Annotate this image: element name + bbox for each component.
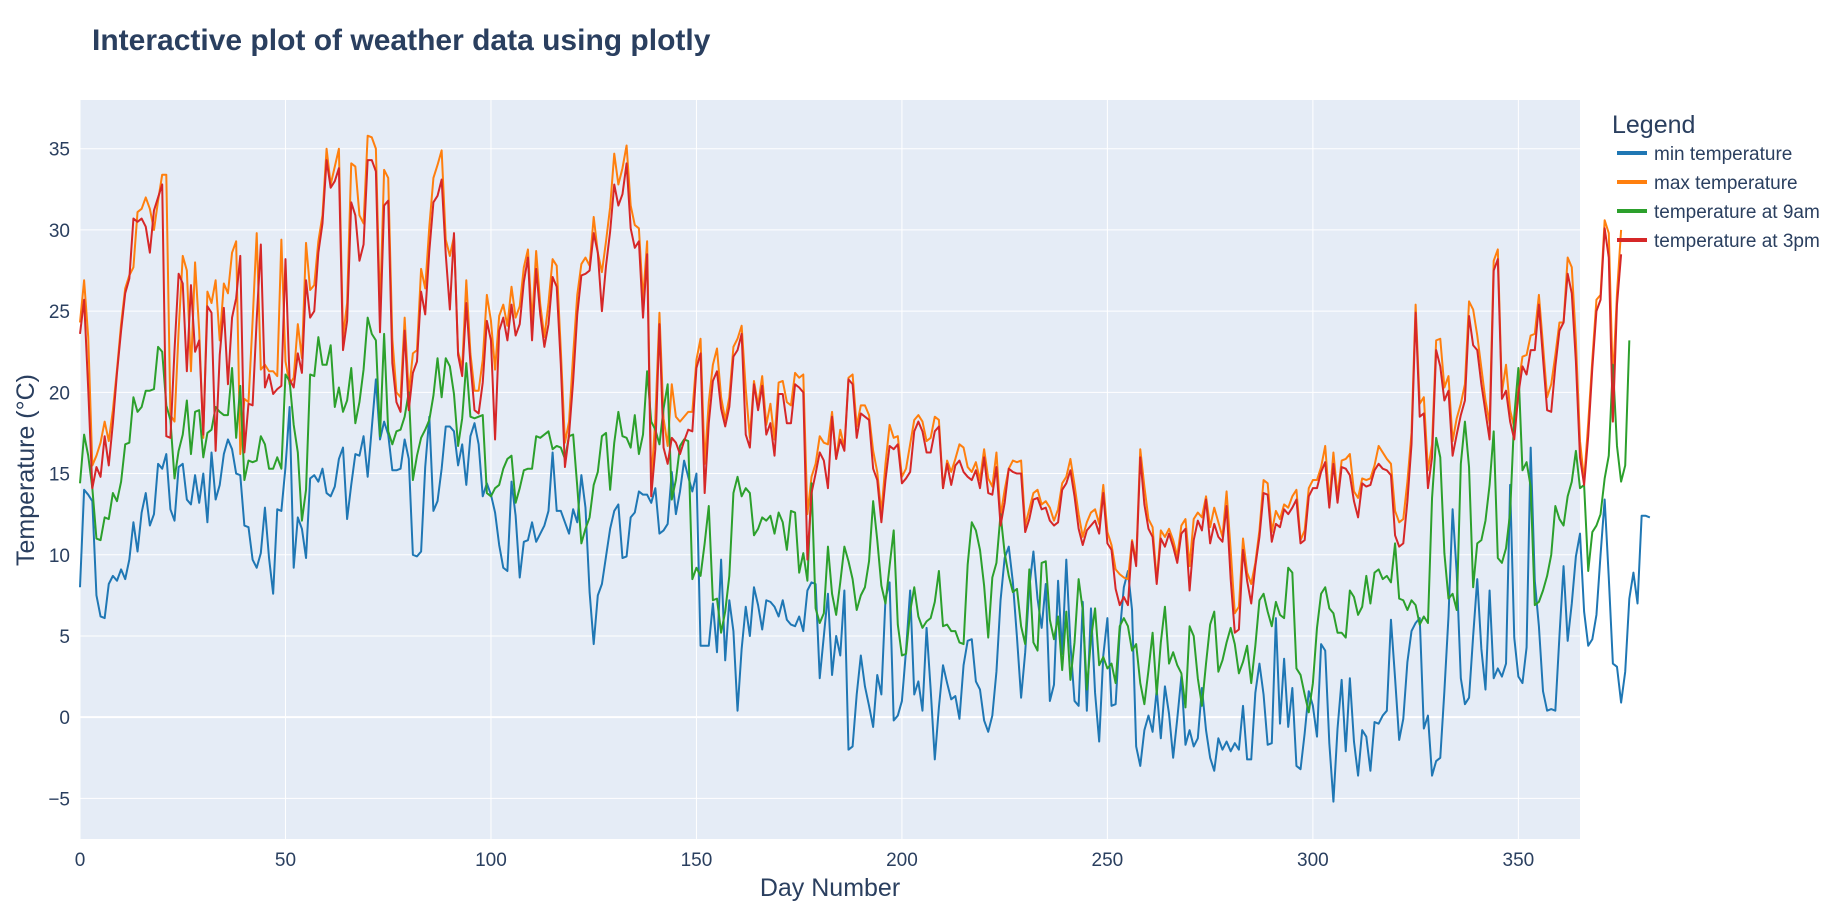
legend-item-label[interactable]: temperature at 9am: [1654, 202, 1820, 223]
x-tick-label: 350: [1503, 850, 1535, 871]
series-line-max-temperature[interactable]: [79, 134, 1623, 615]
x-tick-label: 100: [475, 850, 507, 871]
y-tick-label: 30: [49, 221, 70, 242]
y-tick-label: 35: [49, 140, 70, 161]
legend-item-label[interactable]: max temperature: [1654, 173, 1798, 194]
legend: Legend min temperature max temperature tem…: [1612, 111, 1820, 252]
x-tick-label: 250: [1092, 850, 1124, 871]
y-axis-title: Temperature (°C): [12, 374, 40, 566]
y-tick-label: −5: [48, 789, 70, 810]
chart-title: Interactive plot of weather data using p…: [92, 24, 711, 57]
x-tick-label: 50: [275, 850, 296, 871]
x-axis-ticks: 0 50 100 150 200 250 300 350: [75, 850, 1534, 871]
x-tick-label: 150: [681, 850, 713, 871]
y-tick-label: 15: [49, 465, 70, 486]
legend-item-label[interactable]: min temperature: [1654, 144, 1792, 165]
y-tick-label: 5: [59, 627, 70, 648]
y-tick-label: 10: [49, 546, 70, 567]
y-tick-label: 0: [59, 708, 70, 729]
y-tick-label: 20: [49, 383, 70, 404]
series-lines: [79, 134, 1651, 803]
x-tick-label: 300: [1297, 850, 1329, 871]
x-axis-title: Day Number: [760, 874, 900, 902]
legend-title: Legend: [1612, 111, 1695, 139]
x-tick-label: 0: [75, 850, 86, 871]
series-line-temperature-at-9am[interactable]: [79, 316, 1631, 714]
series-line-temperature-at-3pm[interactable]: [79, 159, 1623, 634]
y-tick-label: 25: [49, 302, 70, 323]
x-tick-label: 200: [886, 850, 918, 871]
legend-item-label[interactable]: temperature at 3pm: [1654, 231, 1820, 252]
y-axis-ticks: −5 0 5 10 15 20 25 30 35: [48, 140, 70, 811]
series-line-min-temperature[interactable]: [79, 378, 1651, 803]
